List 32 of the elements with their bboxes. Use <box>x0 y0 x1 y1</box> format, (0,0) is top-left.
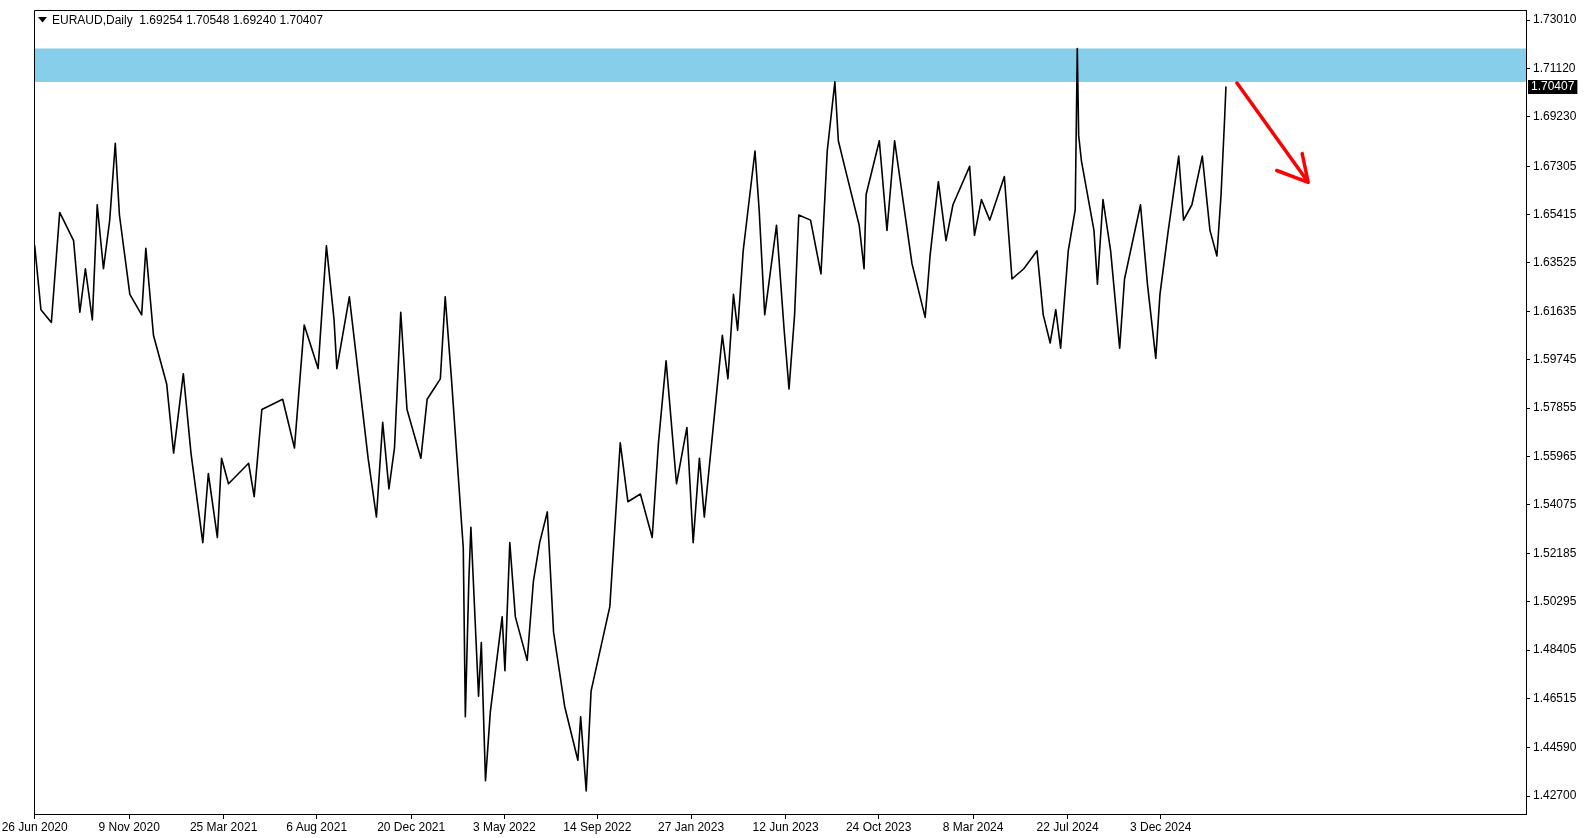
y-tick-label: 1.42700 <box>1533 788 1577 803</box>
x-tick-label: 6 Aug 2021 <box>286 819 348 834</box>
x-tick-label: 20 Dec 2021 <box>377 819 446 834</box>
y-tick-label: 1.55965 <box>1533 448 1577 463</box>
text: 1.70407 <box>1531 79 1575 94</box>
y-tick-label: 1.71120 <box>1533 60 1576 75</box>
x-tick-label: 22 Jul 2024 <box>1036 819 1099 834</box>
y-tick-label: 1.50295 <box>1533 593 1577 608</box>
y-tick-label: 1.52185 <box>1533 545 1577 560</box>
y-tick-label: 1.59745 <box>1533 352 1577 367</box>
y-tick-label: 1.44590 <box>1533 740 1577 755</box>
x-tick-label: 25 Mar 2021 <box>189 819 258 834</box>
y-tick-label: 1.63525 <box>1533 255 1577 270</box>
x-tick-label: 9 Nov 2020 <box>98 819 161 834</box>
x-tick-label: 24 Oct 2023 <box>845 819 912 834</box>
y-tick-label: 1.48405 <box>1533 642 1577 657</box>
y-tick-label: 1.67305 <box>1533 158 1577 173</box>
x-tick-label: 14 Sep 2022 <box>563 819 632 834</box>
x-tick-label: 3 Dec 2024 <box>1129 819 1192 834</box>
y-tick-label: 1.61635 <box>1533 303 1577 318</box>
x-tick-label: 26 Jun 2020 <box>1 819 69 834</box>
y-tick-label: 1.65415 <box>1533 206 1577 221</box>
x-tick-label: 8 Mar 2024 <box>942 819 1004 834</box>
x-tick-label: 12 Jun 2023 <box>752 819 819 834</box>
y-tick-label: 1.54075 <box>1533 497 1577 512</box>
x-tick-label: 3 May 2022 <box>472 819 536 834</box>
chart-title: EURAUD,Daily 1.69254 1.70548 1.69240 1.70407 <box>52 12 324 27</box>
y-tick-label: 1.57855 <box>1533 400 1577 415</box>
y-tick-label: 1.69230 <box>1533 109 1577 124</box>
y-tick-label: 1.73010 <box>1533 12 1577 27</box>
y-tick-label: 1.46515 <box>1533 690 1577 705</box>
x-tick-label: 27 Jan 2023 <box>658 819 725 834</box>
